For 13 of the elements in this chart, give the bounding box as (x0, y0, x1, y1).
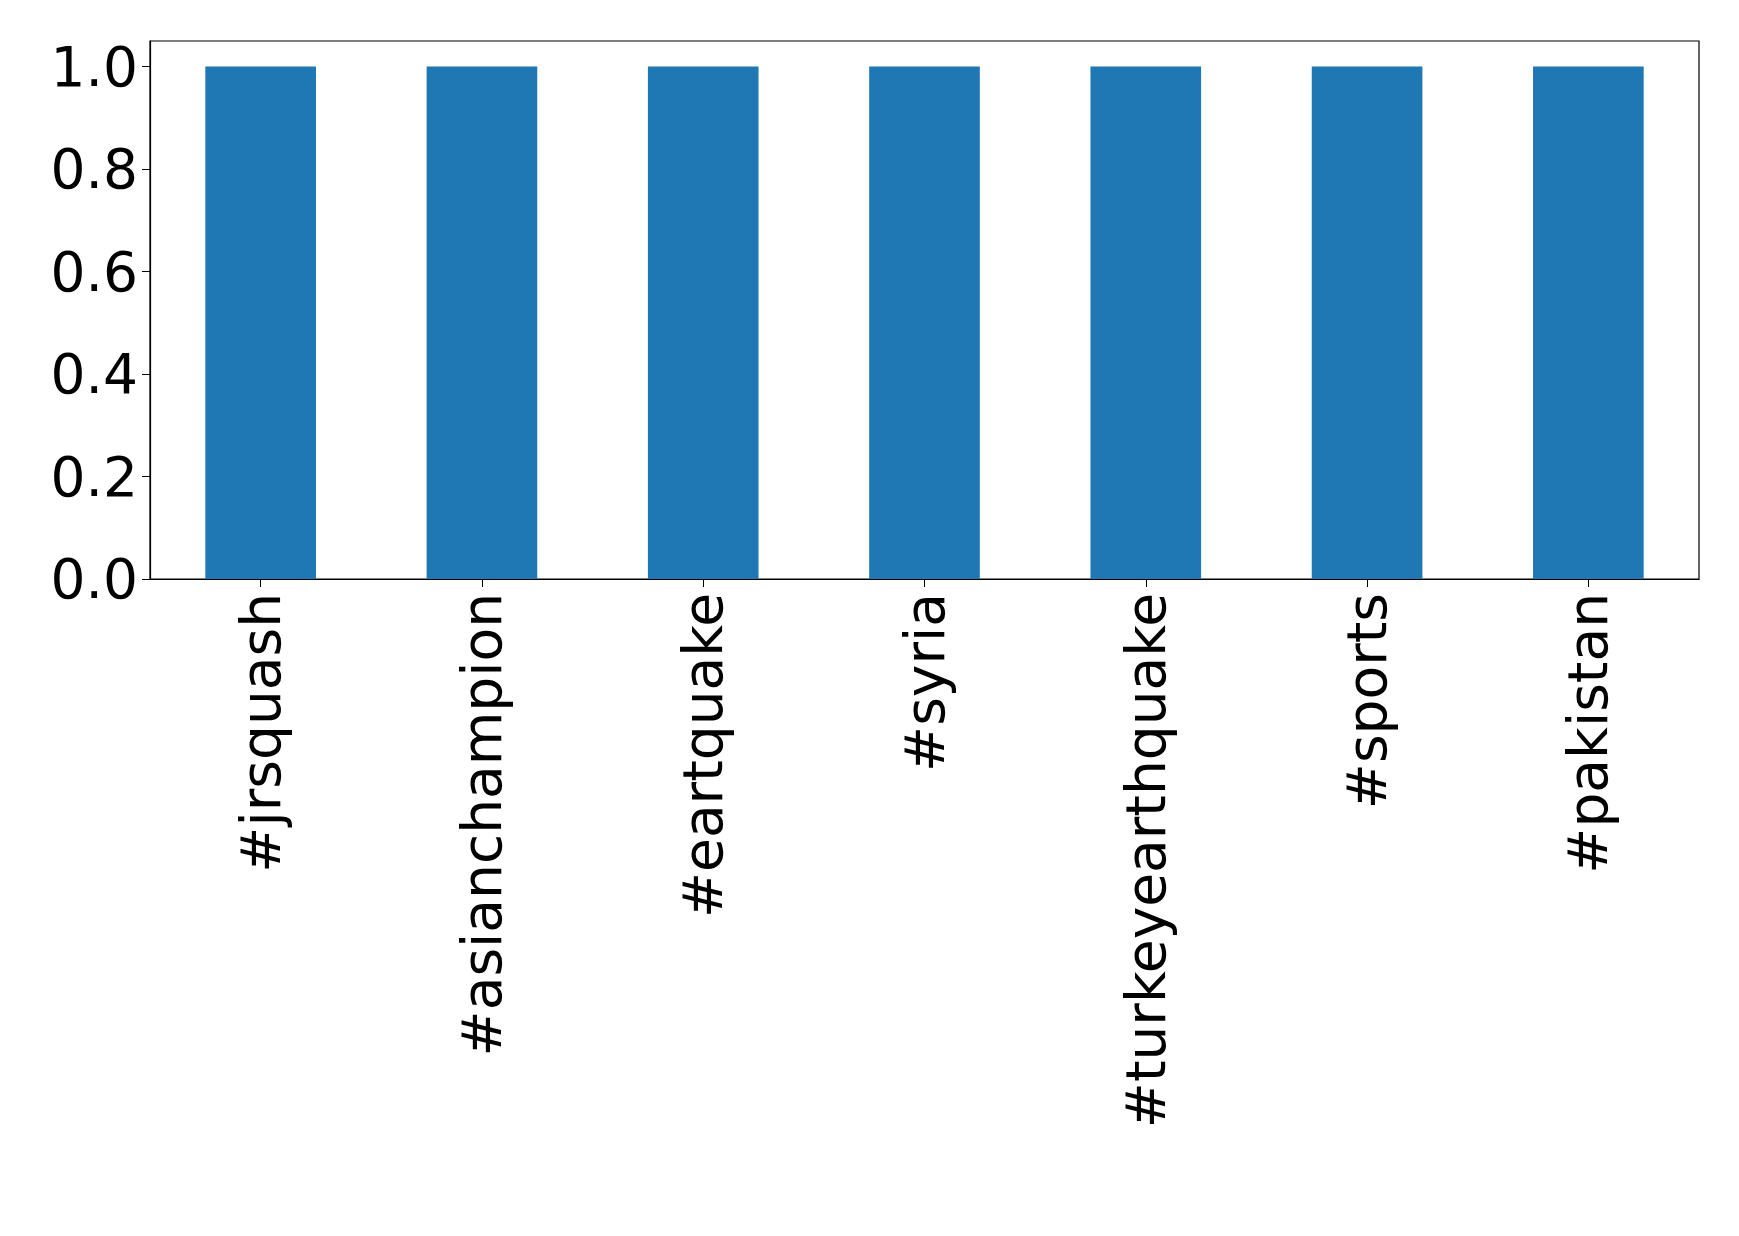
x-tick-label: #jrsquash (228, 593, 293, 873)
x-tick-label: #syria (892, 593, 957, 772)
x-tick-label: #pakistan (1556, 593, 1621, 874)
y-tick-label: 0.0 (50, 547, 138, 611)
x-tick-label: #asianchampion (449, 593, 514, 1057)
y-tick-label: 1.0 (50, 34, 138, 99)
x-tick-label: #sports (1335, 593, 1400, 810)
y-tick-label: 0.6 (50, 239, 138, 304)
y-tick-label: 0.4 (50, 342, 138, 407)
x-tick-label: #turkeyearthquake (1113, 593, 1178, 1129)
y-tick-label: 0.8 (50, 137, 138, 202)
x-tick-label: #eartquake (671, 593, 736, 919)
y-tick-label: 0.2 (50, 444, 138, 509)
